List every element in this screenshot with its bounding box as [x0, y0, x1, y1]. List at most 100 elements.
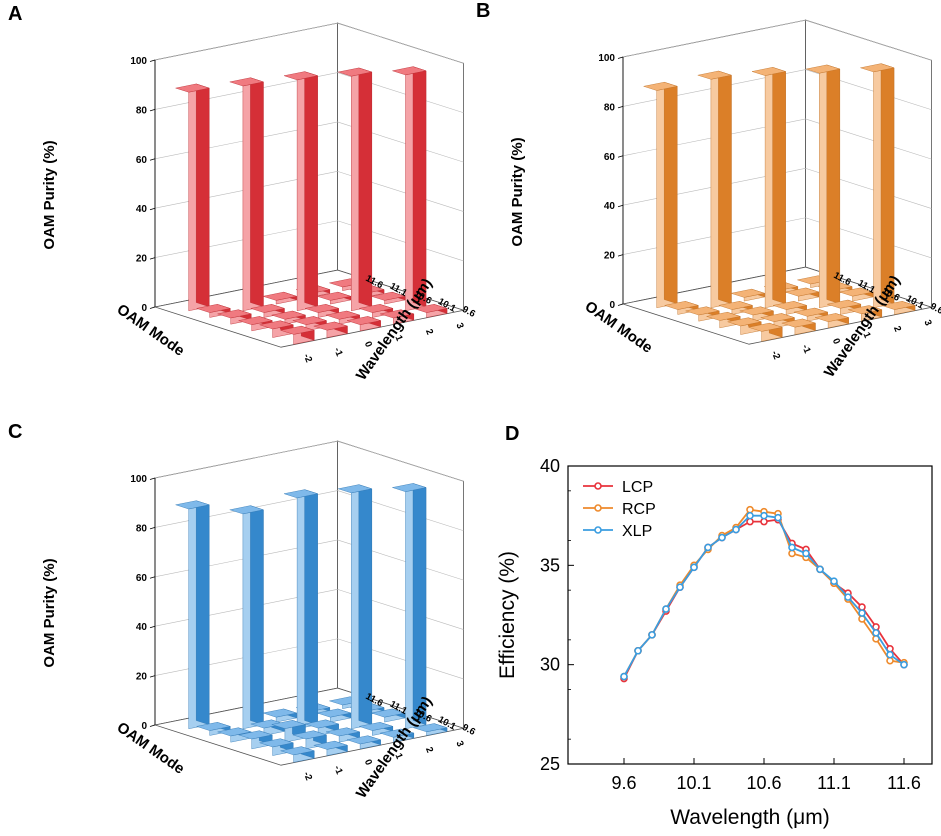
bar-side-face [250, 505, 264, 725]
small-bar [747, 322, 783, 342]
bar-side-face [304, 71, 318, 307]
data-point [732, 525, 740, 534]
data-point [634, 646, 642, 655]
mode-tick-label: 1 [392, 334, 404, 344]
bar-side-face [304, 489, 318, 725]
mode-tick-label: -2 [301, 770, 314, 782]
panel-C: 020406080100-2-101239.610.110.611.111.6O… [8, 421, 477, 802]
bar-top-face [337, 67, 373, 77]
bar-top-face [392, 66, 427, 76]
bar-top-face [747, 322, 783, 332]
data-point [886, 650, 894, 659]
bar-top-face [860, 63, 895, 73]
small-bar [217, 309, 252, 325]
z-tick-label: 0 [609, 300, 615, 311]
bar-top-face [805, 64, 841, 74]
z-axis-title: OAM Purity (%) [41, 558, 58, 667]
data-point [746, 505, 754, 514]
bar-top-face [195, 304, 231, 313]
bar-top-face [229, 77, 265, 87]
data-point [760, 511, 768, 520]
floor [153, 687, 466, 766]
bar-top-face [346, 735, 382, 745]
bar-top-face [358, 722, 394, 731]
main-bar [751, 67, 787, 309]
mode-tick-label: 0 [362, 340, 374, 349]
x-tick-label: 9.6 [611, 773, 636, 793]
x-tick-label: 11.6 [887, 773, 921, 793]
bar-top-face [195, 722, 231, 731]
bar-top-face [685, 306, 720, 316]
x-tick-label: 11.1 [817, 773, 851, 793]
main-bar [391, 483, 427, 730]
series-line [623, 514, 905, 678]
bar-top-face [358, 304, 394, 313]
series-lcp [620, 515, 908, 683]
z-axis-title: OAM Purity (%) [509, 137, 526, 246]
bar-top-face [279, 746, 315, 756]
panel-B: 020406080100-2-101239.610.110.611.111.6O… [476, 0, 941, 381]
bar-top-face [250, 304, 286, 313]
mode-tick-label: -1 [331, 764, 345, 777]
main-bar [697, 70, 733, 309]
data-point [872, 629, 880, 637]
main-bar [174, 500, 210, 730]
small-bar [358, 304, 394, 318]
back-gridline [154, 22, 338, 61]
mode-tick-label: 3 [453, 739, 465, 748]
z-tick-mark [617, 204, 624, 208]
data-point [718, 533, 726, 542]
bar-side-face [358, 484, 372, 725]
data-point [858, 603, 866, 611]
data-point [662, 605, 670, 613]
plot-frame [567, 465, 933, 765]
bar-top-face [751, 67, 787, 76]
z-tick-mark [149, 625, 156, 629]
bar-top-face [283, 489, 319, 499]
wavelength-tick-label: 9.6 [460, 722, 477, 738]
bar-top-face [848, 305, 883, 315]
panel-letter: D [505, 423, 519, 445]
main-bar [229, 77, 265, 312]
bar-top-face [370, 708, 406, 718]
z-tick-mark [149, 527, 156, 530]
bar-top-face [784, 287, 820, 297]
small-bar [413, 723, 448, 736]
mode-tick-label: -1 [799, 343, 813, 356]
bar-side-face [358, 67, 372, 307]
data-point [788, 543, 796, 552]
small-bar [313, 321, 349, 338]
bar-side-face [412, 66, 427, 307]
main-bar [642, 81, 678, 309]
z-tick-mark [149, 724, 156, 727]
side-gridline [337, 22, 464, 64]
small-bar [195, 304, 231, 318]
panel-A: 020406080100-2-101239.610.110.611.111.6O… [8, 3, 477, 384]
z-tick-label: 20 [604, 251, 616, 262]
bar-top-face [325, 310, 361, 320]
data-point [830, 577, 838, 586]
z-tick-mark [149, 306, 156, 309]
y-tick-label: 40 [540, 456, 560, 476]
panel-letter: B [476, 0, 490, 22]
data-point [690, 563, 698, 572]
side-gridline [805, 19, 932, 61]
bar-top-face [739, 306, 775, 316]
bar-top-face [379, 728, 415, 738]
z-tick-mark [149, 576, 156, 579]
bar-top-face [304, 304, 340, 313]
small-bar [412, 304, 448, 318]
small-bar [279, 325, 315, 345]
bar-top-face [316, 708, 352, 718]
x-tick-label: 10.1 [676, 773, 711, 793]
bar-side-face [195, 83, 210, 307]
main-bar [229, 505, 265, 730]
z-tick-label: 20 [136, 672, 148, 683]
z-tick-label: 100 [598, 53, 615, 64]
mode-tick-label: -1 [331, 346, 345, 359]
data-point [816, 565, 824, 574]
small-bar [325, 310, 361, 325]
bar-top-face [380, 309, 415, 319]
bar-top-face [271, 310, 307, 320]
small-bar [814, 313, 850, 329]
